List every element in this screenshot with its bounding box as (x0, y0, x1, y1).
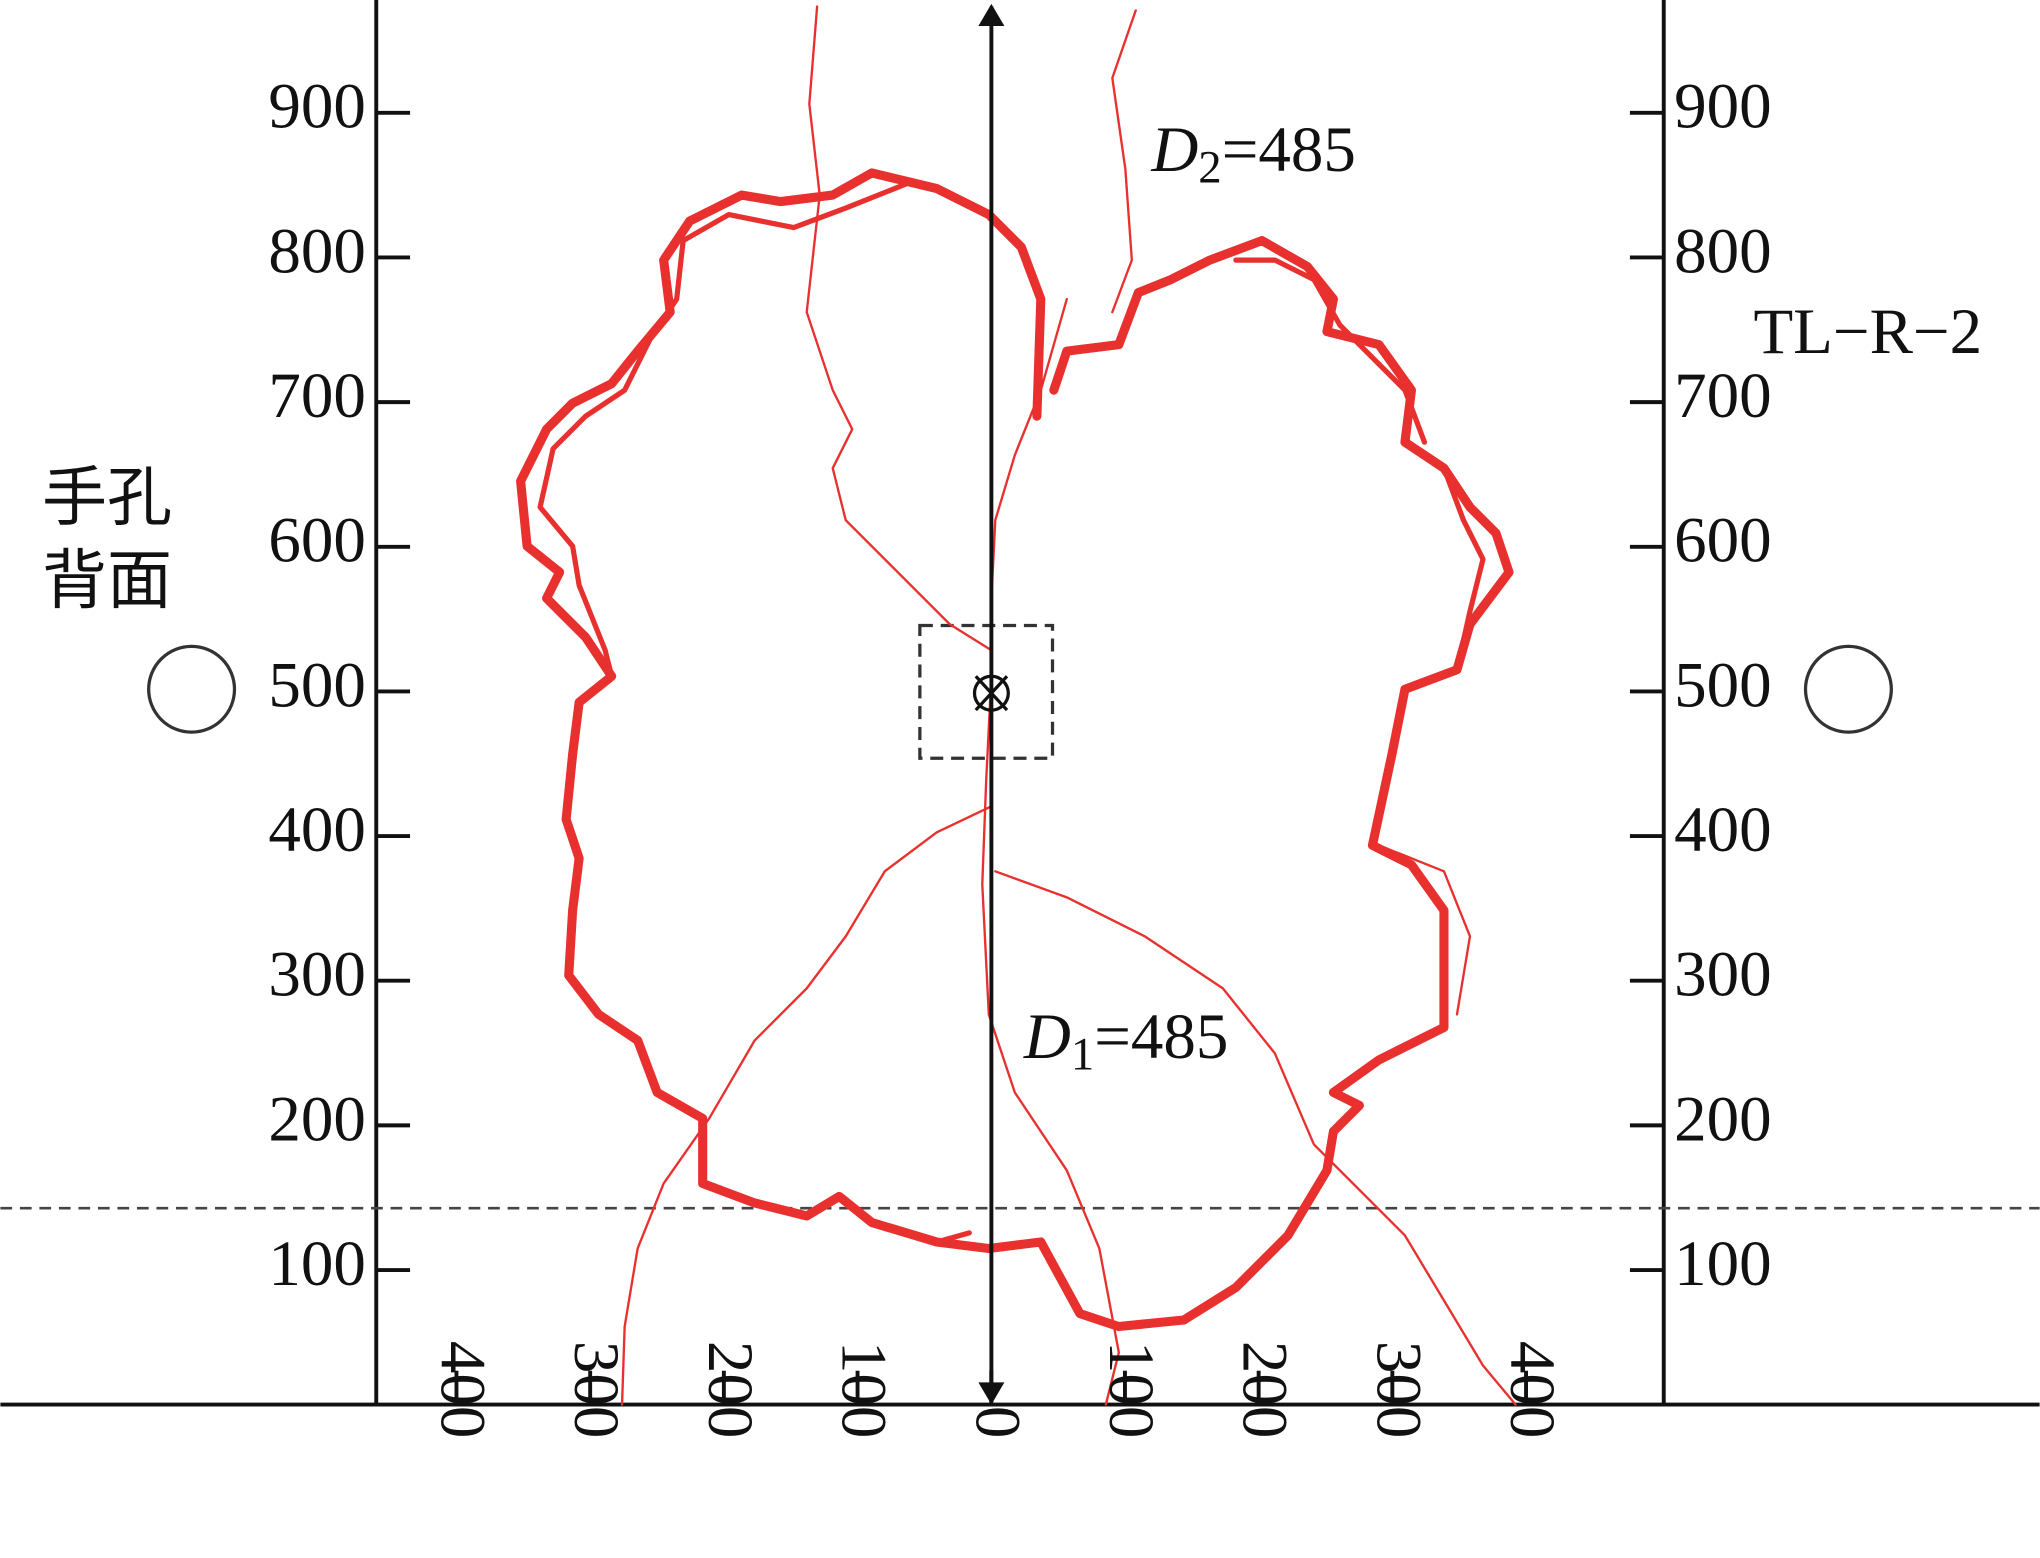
x-tick-label: 200 (1229, 1341, 1301, 1439)
y-tick-label: 400 (268, 794, 366, 866)
y2-tick-label: 900 (1674, 71, 1772, 143)
y-tick-label: 900 (268, 71, 366, 143)
y-tick-label: 300 (268, 939, 366, 1011)
x-tick-label: 100 (1095, 1341, 1167, 1439)
d2-text: =485 (1222, 114, 1356, 186)
center-cross (974, 675, 1009, 712)
y-tick-label: 700 (268, 360, 366, 432)
y-tick-label: 600 (268, 505, 366, 577)
x-tick-label: 0 (961, 1406, 1033, 1439)
x-tick-label: 300 (560, 1341, 632, 1439)
x-tick-label: 400 (427, 1341, 499, 1439)
x-tick-label: 200 (694, 1341, 766, 1439)
y2-tick-label: 100 (1674, 1228, 1772, 1300)
side-label: 手孔 (42, 463, 172, 535)
cracks (516, 5, 1517, 1406)
y2-tick-label: 500 (1674, 649, 1772, 721)
hole-right (1803, 644, 1893, 734)
d1-label: D1=485 (1023, 1001, 1229, 1080)
specimen-label: TL−R−2 (1753, 296, 1982, 368)
thin-crack (620, 5, 1517, 1406)
y2-tick-label: 200 (1674, 1083, 1772, 1155)
d2-symbol: D (1150, 114, 1198, 186)
y2-tick-label: 600 (1674, 505, 1772, 577)
d1-text: =485 (1094, 1001, 1228, 1073)
hole-left (147, 644, 237, 734)
d2-label: D2=485 (1150, 114, 1356, 193)
x-tick-label: 400 (1496, 1341, 1568, 1439)
d1-symbol: D (1023, 1001, 1071, 1073)
center-marker (972, 674, 1010, 712)
y-tick-label: 100 (268, 1228, 366, 1300)
crack-outline (516, 168, 1514, 1332)
x-tick-label: 300 (1362, 1341, 1434, 1439)
dashed-box (918, 623, 1055, 760)
y-tick-label: 200 (268, 1083, 366, 1155)
d1-subscript: 1 (1071, 1028, 1094, 1080)
y2-tick-label: 800 (1674, 215, 1772, 287)
y2-tick-label: 400 (1674, 794, 1772, 866)
y2-tick-label: 700 (1674, 360, 1772, 432)
y2-tick-label: 300 (1674, 939, 1772, 1011)
d2-subscript: 2 (1198, 141, 1221, 193)
y-tick-label: 800 (268, 215, 366, 287)
y-tick-label: 500 (268, 649, 366, 721)
crack-outline-2 (537, 179, 1486, 1245)
side-label: 背面 (42, 546, 172, 618)
x-tick-label: 100 (828, 1341, 900, 1439)
